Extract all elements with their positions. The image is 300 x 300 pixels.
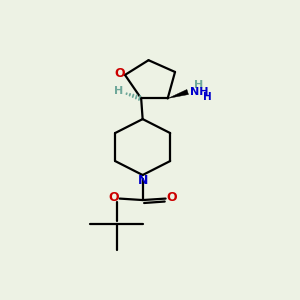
Text: O: O: [114, 67, 125, 80]
Text: H: H: [114, 86, 123, 96]
Text: O: O: [108, 190, 119, 204]
Text: N: N: [137, 174, 148, 188]
Text: NH: NH: [190, 87, 208, 97]
Text: H: H: [194, 80, 203, 90]
Text: H: H: [203, 92, 212, 102]
Polygon shape: [168, 89, 188, 98]
Text: O: O: [167, 191, 177, 204]
